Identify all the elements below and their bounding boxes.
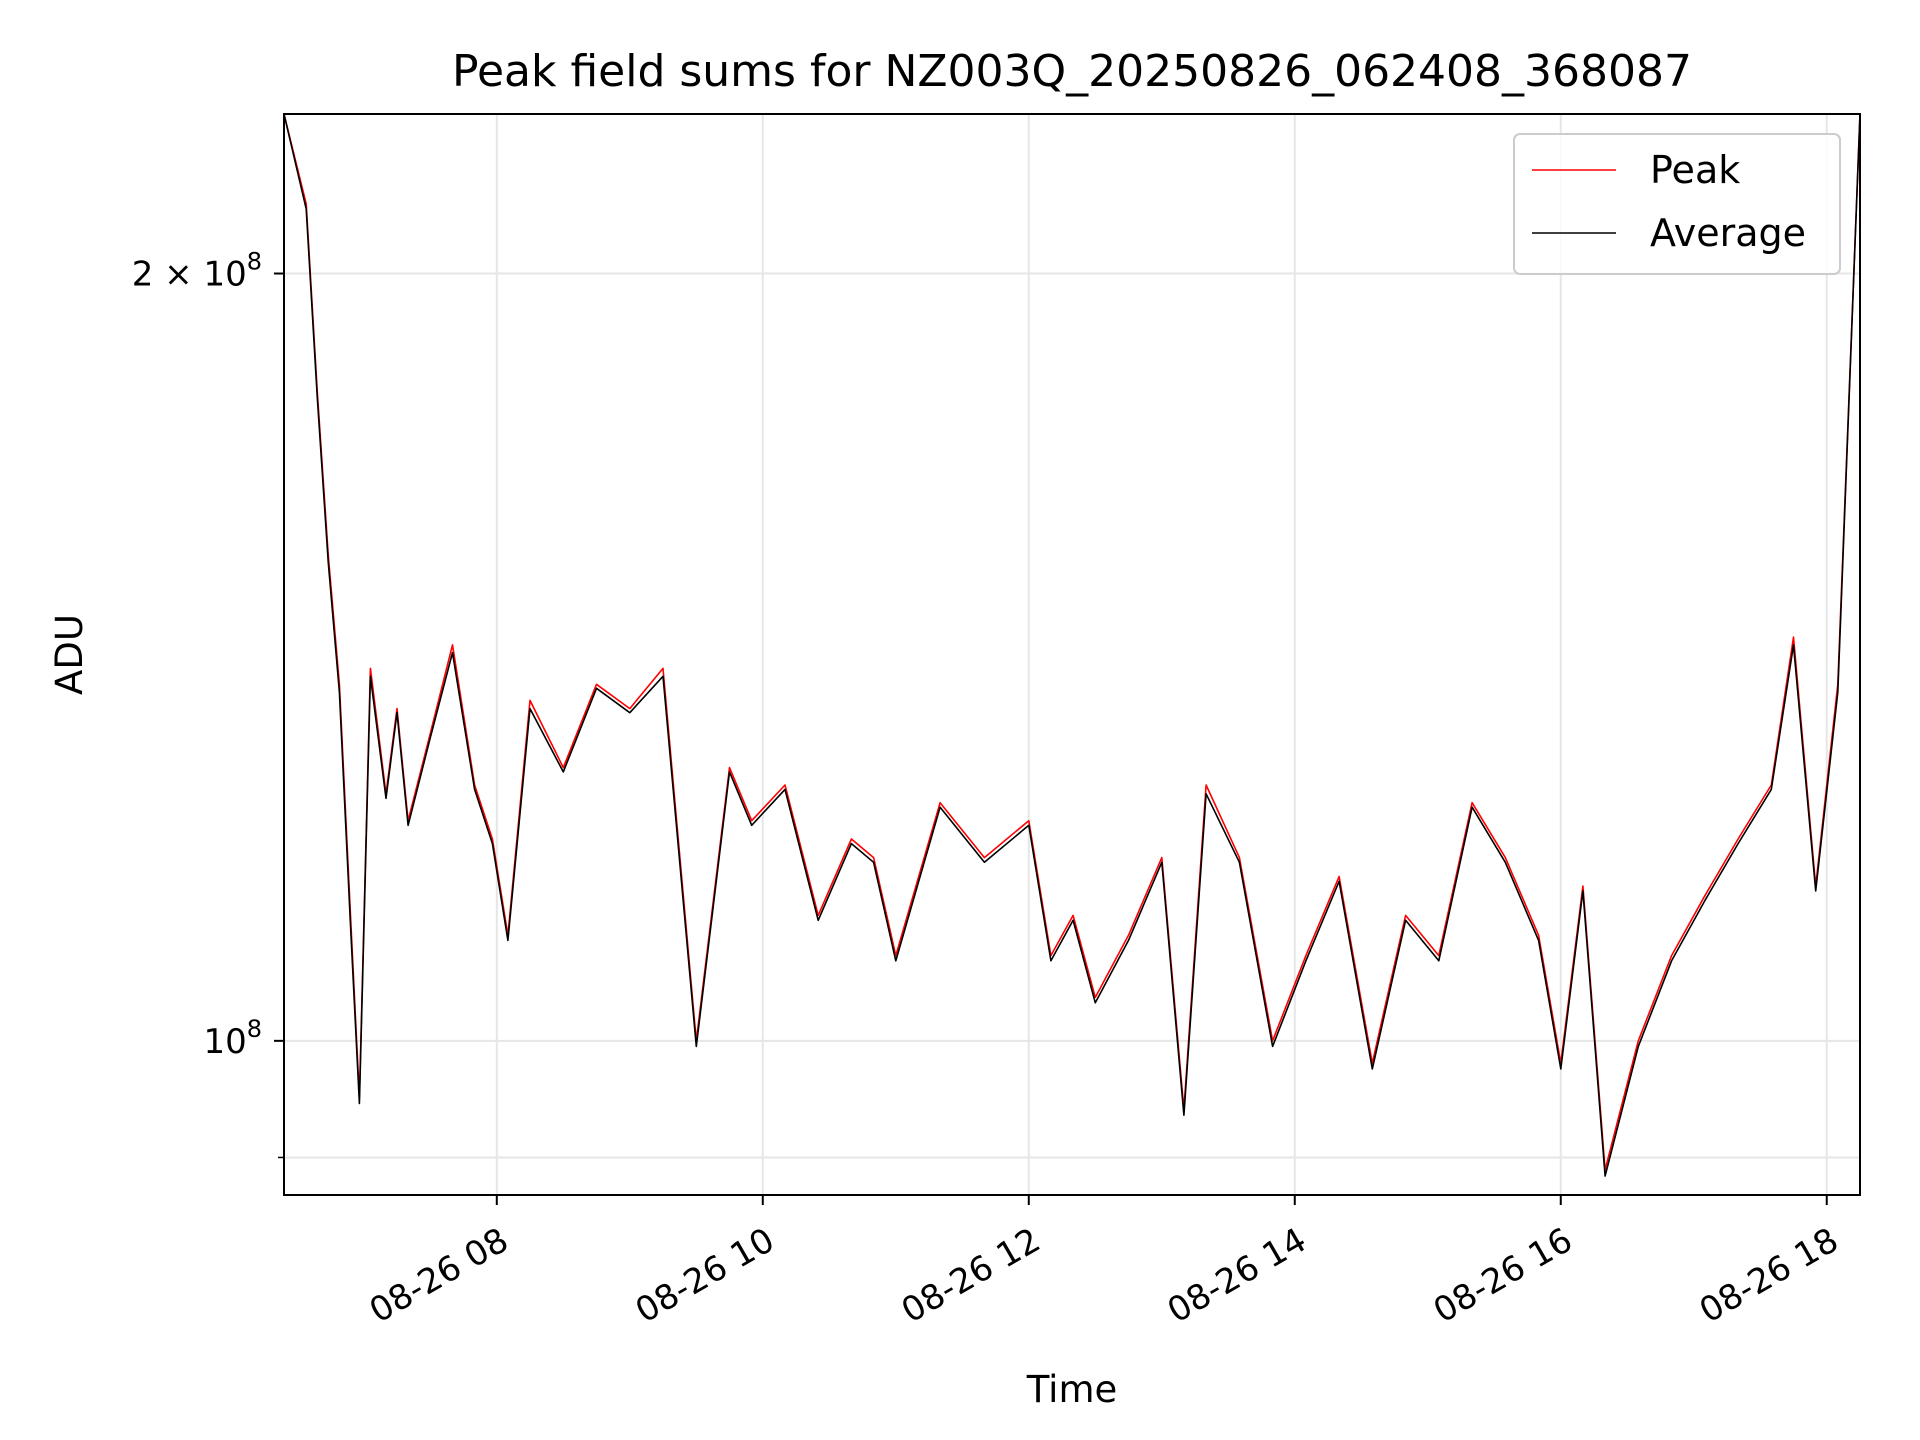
legend: Peak Average: [1513, 133, 1841, 275]
y-axis-label: ADU: [48, 614, 91, 695]
grid-layer: [284, 114, 1860, 1195]
legend-box: [1513, 133, 1841, 275]
chart-title: Peak field sums for NZ003Q_20250826_0624…: [452, 46, 1692, 97]
series-line-average: [283, 113, 1861, 1177]
series-layer: [283, 113, 1861, 1177]
x-axis-label: Time: [1026, 1368, 1118, 1411]
plot-frame: [283, 113, 1861, 1196]
y-tick-label-200000000: 2 × 108: [132, 248, 262, 295]
legend-label-average: Average: [1650, 211, 1806, 255]
legend-label-peak: Peak: [1650, 148, 1740, 192]
y-tick-label-100000000: 108: [203, 1015, 262, 1062]
